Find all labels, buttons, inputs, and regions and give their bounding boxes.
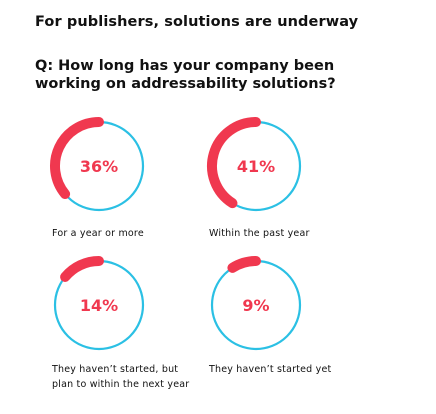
gauge-value-label: 36% [80,157,118,176]
gauge-caption-line: They haven’t started yet [209,364,332,375]
question-line-1: Q: How long has your company been [35,58,335,74]
question-line-2: working on addressability solutions? [35,76,336,92]
gauge-svg: 9% [210,256,302,351]
gauge-value-arc [207,117,261,209]
gauge-value-arc [60,256,104,282]
gauge-value-label: 41% [237,157,275,176]
gauge-caption: Within the past year [209,226,310,241]
gauge-2: 41% [202,112,310,220]
gauge-caption-line: Within the past year [209,228,310,239]
gauge-svg: 36% [50,117,145,212]
gauge-caption: For a year or more [52,226,144,241]
gauge-value-arc [227,256,261,273]
gauge-caption-line: plan to within the next year [52,379,190,390]
gauge-caption-line: For a year or more [52,228,144,239]
gauge-svg: 14% [53,256,145,351]
gauge-value-label: 9% [242,296,269,315]
gauge-caption: They haven’t started yet [209,362,331,377]
gauge-value-arc [50,117,104,200]
gauge-caption: They haven’t started, but plan to within … [52,362,189,392]
question-text: Q: How long has your company been workin… [35,57,336,93]
chart-title: For publishers, solutions are underway [35,14,359,30]
gauge-value-label: 14% [80,296,118,315]
gauge-svg: 41% [207,117,302,212]
gauge-caption-line: They haven’t started, but [52,364,179,375]
gauge-3: 14% [45,251,153,359]
gauge-1: 36% [45,112,153,220]
gauge-4: 9% [202,251,310,359]
